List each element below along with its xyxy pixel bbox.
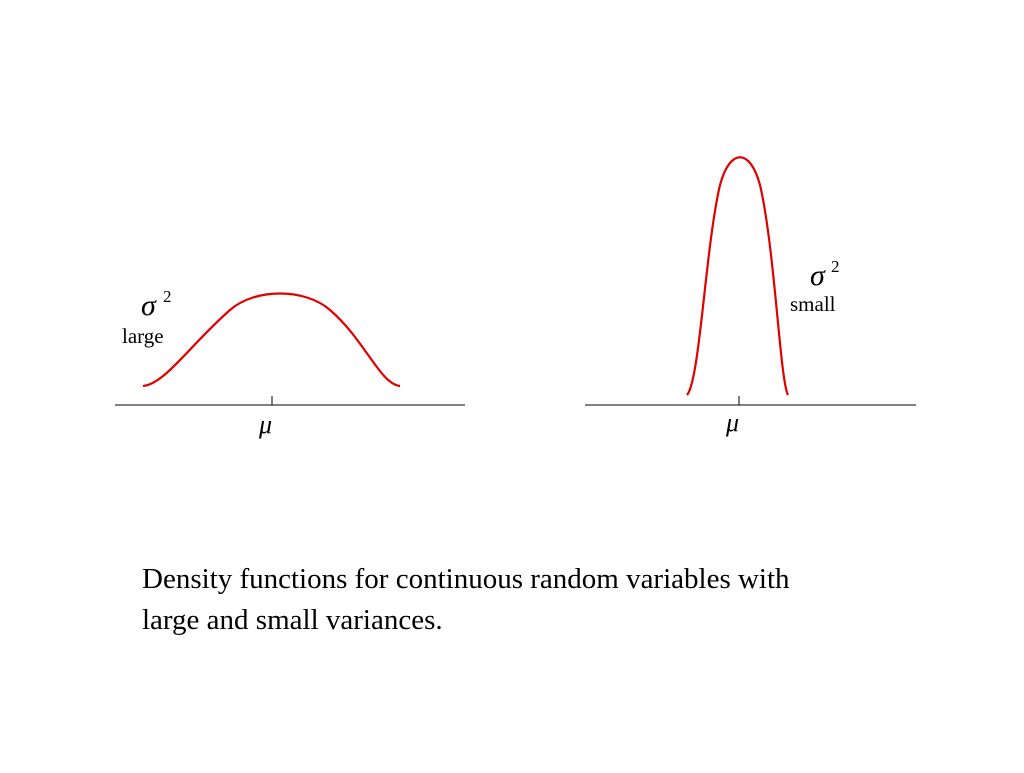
variance-label: small [790,292,836,316]
variance-label: large [122,324,164,348]
superscript: 2 [831,257,840,276]
density-curve [142,292,401,388]
superscript: 2 [163,287,172,306]
left-panel: σ 2 large μ [115,287,465,439]
sigma: σ [141,289,157,322]
mean-label: μ [725,408,739,437]
right-panel: σ 2 small μ [585,156,916,437]
mean-label: μ [258,410,272,439]
caption-line: Density functions for continuous random … [142,563,790,595]
caption-line: large and small variances. [142,604,443,636]
sigma: σ [810,259,826,292]
density-curve [686,156,790,396]
